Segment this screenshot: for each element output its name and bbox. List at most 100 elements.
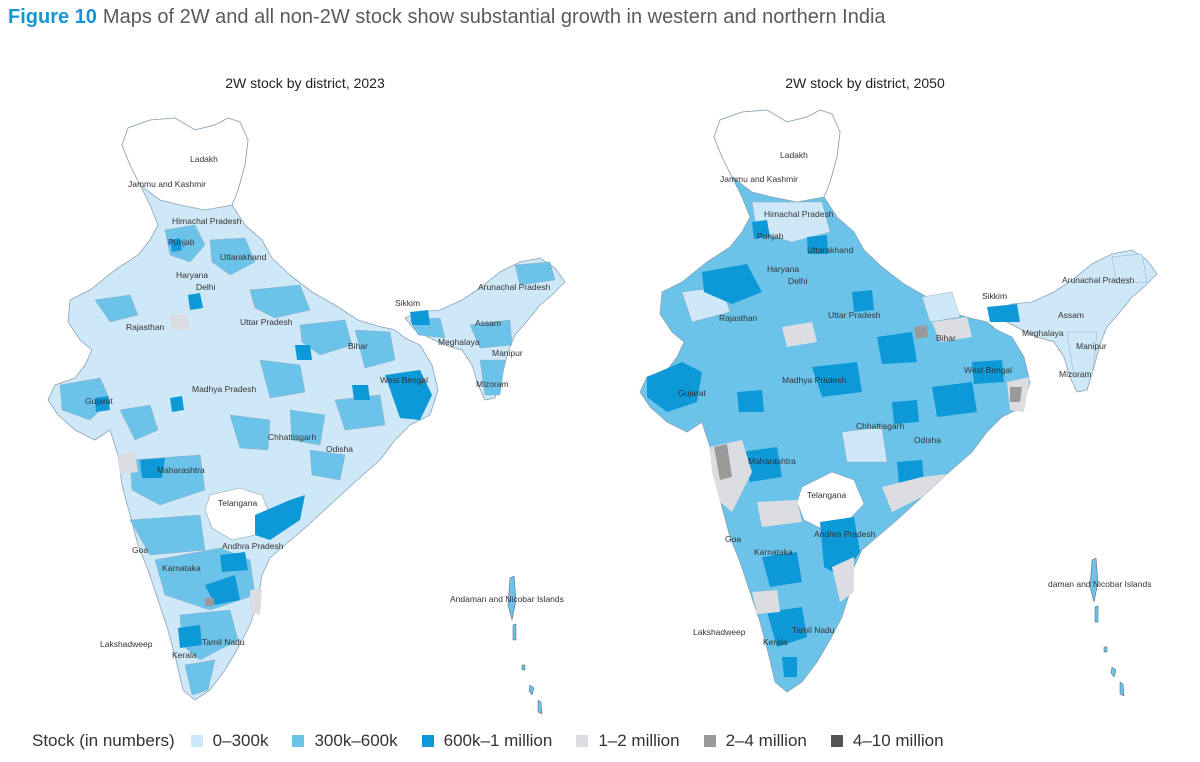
label-sikkim: Sikkim	[982, 291, 1007, 301]
northeast-shape	[996, 249, 1158, 393]
andaman-islands-2050	[1089, 557, 1125, 697]
label-arunachal: Arunachal Pradesh	[478, 282, 551, 292]
label-telangana: Telangana	[807, 490, 847, 500]
label-sikkim: Sikkim	[395, 298, 420, 308]
label-mizoram: Mizoram	[476, 379, 509, 389]
label-uttarakhand: Uttarakhand	[220, 252, 267, 262]
label-andaman: daman and Nicobar Islands	[1048, 579, 1151, 589]
figure-title: Figure 10 Maps of 2W and all non-2W stock…	[8, 4, 886, 30]
legend-label: 300k–600k	[314, 731, 398, 750]
label-ap: Andhra Pradesh	[222, 541, 284, 551]
label-kerala: Kerala	[763, 637, 788, 647]
legend-swatch	[703, 735, 716, 747]
map-title-2023: 2W stock by district, 2023	[225, 75, 385, 91]
label-gujarat: Gujarat	[85, 396, 114, 406]
legend-label: 4–10 million	[852, 731, 944, 750]
label-mp: Madhya Pradesh	[782, 375, 847, 385]
label-bihar: Bihar	[348, 341, 368, 351]
ladakh-region	[713, 109, 841, 203]
legend-item-2m-4m: 2–4 million	[703, 731, 807, 751]
label-telangana: Telangana	[218, 498, 258, 508]
label-meghalaya: Meghalaya	[1022, 328, 1064, 338]
label-goa: Goa	[725, 534, 741, 544]
figure-number: Figure 10	[8, 6, 97, 28]
legend-label: 1–2 million	[598, 731, 680, 750]
legend-label: 2–4 million	[725, 731, 807, 750]
ladakh-region	[121, 117, 249, 211]
andaman-islands-2023	[507, 575, 543, 715]
patches-600k-1m	[647, 220, 1020, 677]
label-kerala: Kerala	[172, 650, 197, 660]
legend-item-4m-10m: 4–10 million	[830, 731, 944, 751]
label-delhi: Delhi	[196, 282, 215, 292]
label-assam: Assam	[475, 318, 501, 328]
label-karnataka: Karnataka	[754, 547, 793, 557]
label-assam: Assam	[1058, 310, 1084, 320]
map-title-2050: 2W stock by district, 2050	[785, 75, 945, 91]
label-wb: West Bengal	[964, 365, 1012, 375]
legend-swatch	[190, 735, 203, 747]
label-tn: Tamil Nadu	[202, 637, 245, 647]
legend-label: 600k–1 million	[443, 731, 553, 750]
label-lakshadweep: Lakshadweep	[100, 639, 153, 649]
patches-2m-4m	[205, 598, 214, 606]
label-chhattisgarh: Chhattisgarh	[856, 421, 904, 431]
map-panel-2023: 2W stock by district, 2023	[0, 0, 600, 720]
legend-swatch	[576, 735, 589, 747]
legend-title: Stock (in numbers)	[32, 731, 175, 750]
india-map-2050: Ladakh Jammu and Kashmir Himachal Prades…	[639, 109, 1158, 697]
label-mizoram: Mizoram	[1059, 369, 1092, 379]
mainland-shape	[639, 109, 1031, 693]
label-ap: Andhra Pradesh	[814, 529, 876, 539]
label-meghalaya: Meghalaya	[438, 337, 480, 347]
label-manipur: Manipur	[492, 348, 523, 358]
legend-item-300k-600k: 300k–600k	[292, 731, 398, 751]
label-haryana: Haryana	[176, 270, 208, 280]
label-ladakh: Ladakh	[780, 150, 808, 160]
label-up: Uttar Pradesh	[240, 317, 293, 327]
label-chhattisgarh: Chhattisgarh	[268, 432, 316, 442]
legend-swatch	[292, 735, 305, 747]
figure-heading: Maps of 2W and all non-2W stock show sub…	[102, 6, 886, 28]
label-odisha: Odisha	[326, 444, 353, 454]
map-panel-2050: 2W stock by district, 2050	[600, 0, 1200, 720]
legend-item-1m-2m: 1–2 million	[576, 731, 680, 751]
label-haryana: Haryana	[767, 264, 799, 274]
label-mp: Madhya Pradesh	[192, 384, 257, 394]
label-arunachal: Arunachal Pradesh	[1062, 275, 1135, 285]
mainland-shape	[47, 117, 439, 701]
label-gujarat: Gujarat	[678, 388, 707, 398]
legend-swatch	[421, 735, 434, 747]
legend-label: 0–300k	[212, 731, 269, 750]
label-bihar: Bihar	[936, 333, 956, 343]
label-lakshadweep: Lakshadweep	[693, 627, 746, 637]
label-goa: Goa	[132, 545, 148, 555]
legend-item-600k-1m: 600k–1 million	[421, 731, 553, 751]
label-hp: Himachal Pradesh	[764, 209, 834, 219]
label-tn: Tamil Nadu	[792, 625, 835, 635]
label-andaman: Andaman and Nicobar Islands	[450, 594, 564, 604]
label-punjab: Punjab	[757, 231, 784, 241]
patches-2m-4m	[714, 325, 1022, 480]
label-punjab: Punjab	[168, 237, 195, 247]
label-maharashtra: Maharashtra	[748, 456, 796, 466]
label-hp: Himachal Pradesh	[172, 216, 242, 226]
label-uttarakhand: Uttarakhand	[807, 245, 854, 255]
label-odisha: Odisha	[914, 435, 941, 445]
india-map-2023: Ladakh Jammu and Kashmir Himachal Prades…	[47, 117, 566, 715]
label-maharashtra: Maharashtra	[157, 465, 205, 475]
legend-item-0-300k: 0–300k	[190, 731, 269, 751]
label-delhi: Delhi	[788, 276, 807, 286]
legend-swatch	[830, 735, 843, 747]
label-up: Uttar Pradesh	[828, 310, 881, 320]
label-wb: West Bengal	[380, 375, 428, 385]
map-legend: Stock (in numbers) 0–300k 300k–600k 600k…	[32, 728, 968, 754]
label-manipur: Manipur	[1076, 341, 1107, 351]
label-rajasthan: Rajasthan	[126, 322, 165, 332]
patches-1m-2m	[118, 315, 262, 615]
label-jk: Jammu and Kashmir	[720, 174, 798, 184]
patches-600k-1m	[95, 238, 432, 648]
label-ladakh: Ladakh	[190, 154, 218, 164]
label-karnataka: Karnataka	[162, 563, 201, 573]
label-rajasthan: Rajasthan	[719, 313, 758, 323]
